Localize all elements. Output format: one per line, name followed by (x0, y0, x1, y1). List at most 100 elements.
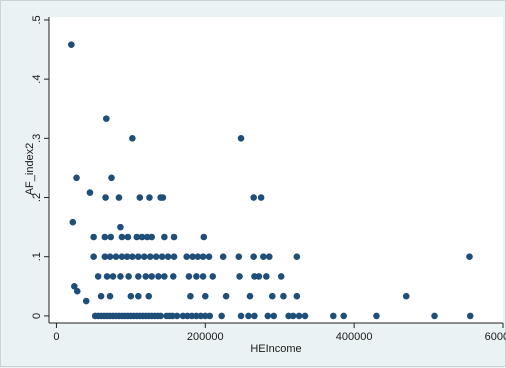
data-point (112, 253, 120, 261)
data-point (90, 233, 97, 241)
data-point (101, 253, 109, 261)
data-point (107, 233, 115, 241)
x-tick-label: 600000 (485, 331, 506, 343)
data-point (187, 292, 194, 300)
y-tick-label: .4 (31, 75, 43, 84)
y-axis-title: AF_index2 (24, 143, 36, 196)
data-point (200, 233, 208, 241)
data-point (82, 297, 90, 305)
data-point (466, 253, 473, 261)
data-point (173, 312, 181, 320)
data-point (183, 253, 190, 261)
data-point (237, 312, 245, 320)
data-point (129, 135, 136, 142)
data-point (330, 312, 337, 320)
data-point (117, 273, 124, 280)
data-point (402, 292, 410, 300)
data-point (146, 253, 154, 261)
data-point (109, 273, 117, 280)
x-tick-label: 400000 (336, 331, 373, 343)
x-axis-title: HEIncome (250, 343, 301, 355)
data-point (209, 273, 217, 280)
data-point (161, 273, 168, 280)
data-point (117, 223, 124, 231)
data-point (148, 273, 156, 280)
data-point (255, 273, 263, 280)
data-point (236, 273, 243, 280)
data-point (237, 135, 245, 142)
data-point (129, 253, 136, 261)
data-point (161, 233, 168, 241)
data-point (170, 253, 178, 261)
data-point (289, 312, 297, 320)
data-point (250, 194, 257, 201)
data-point (219, 253, 227, 261)
data-point (125, 273, 132, 280)
data-point (140, 253, 148, 261)
data-point (266, 253, 273, 261)
data-point (106, 292, 114, 300)
data-point (295, 312, 303, 320)
data-point (138, 233, 146, 241)
data-point (123, 253, 131, 261)
data-point (268, 292, 276, 300)
data-point (466, 312, 474, 320)
data-point (73, 174, 80, 182)
data-point (264, 312, 272, 320)
data-point (270, 312, 278, 320)
data-point (146, 194, 153, 201)
data-point (293, 292, 301, 300)
data-point (431, 312, 438, 320)
data-point (127, 292, 135, 300)
data-point (97, 292, 105, 300)
data-point (245, 312, 252, 320)
data-point (69, 218, 77, 226)
y-tick-label: .2 (31, 193, 43, 202)
data-point (124, 233, 132, 241)
data-point (118, 253, 126, 261)
data-point (101, 233, 109, 241)
data-point (280, 292, 287, 300)
data-point (86, 189, 94, 196)
data-point (145, 292, 153, 300)
data-point (246, 292, 254, 300)
data-point (185, 273, 193, 280)
data-point (250, 253, 257, 261)
data-point (90, 253, 97, 261)
data-point (170, 233, 178, 241)
data-point (222, 292, 230, 300)
data-point (235, 253, 243, 261)
data-point (73, 287, 81, 295)
data-point (201, 292, 209, 300)
data-point (68, 41, 75, 48)
y-tick-label: .5 (31, 15, 43, 24)
data-point (118, 233, 126, 241)
data-point (136, 194, 144, 201)
plot-area (49, 17, 503, 323)
data-point (148, 233, 156, 241)
y-tick-label: .1 (31, 252, 43, 261)
data-point (257, 194, 265, 201)
data-point (102, 194, 109, 201)
data-point (301, 312, 309, 320)
x-tick-label: 200000 (187, 331, 224, 343)
points-layer (68, 41, 474, 320)
data-point (158, 253, 166, 261)
data-point (135, 273, 142, 280)
data-point (103, 273, 111, 280)
y-tick-label: 0 (31, 313, 43, 319)
axes: 0 200000 400000 600000 0 .1 .2 .3 .4 .5 (31, 15, 506, 343)
data-point (263, 273, 270, 280)
data-point (169, 273, 177, 280)
data-point (164, 253, 172, 261)
data-point (340, 312, 348, 320)
data-point (135, 253, 142, 261)
data-point (142, 273, 150, 280)
data-point (293, 253, 301, 261)
data-point (189, 253, 196, 261)
data-point (103, 115, 110, 122)
y-tick-label: .3 (31, 134, 43, 143)
data-point (206, 312, 214, 320)
data-point (108, 174, 115, 182)
